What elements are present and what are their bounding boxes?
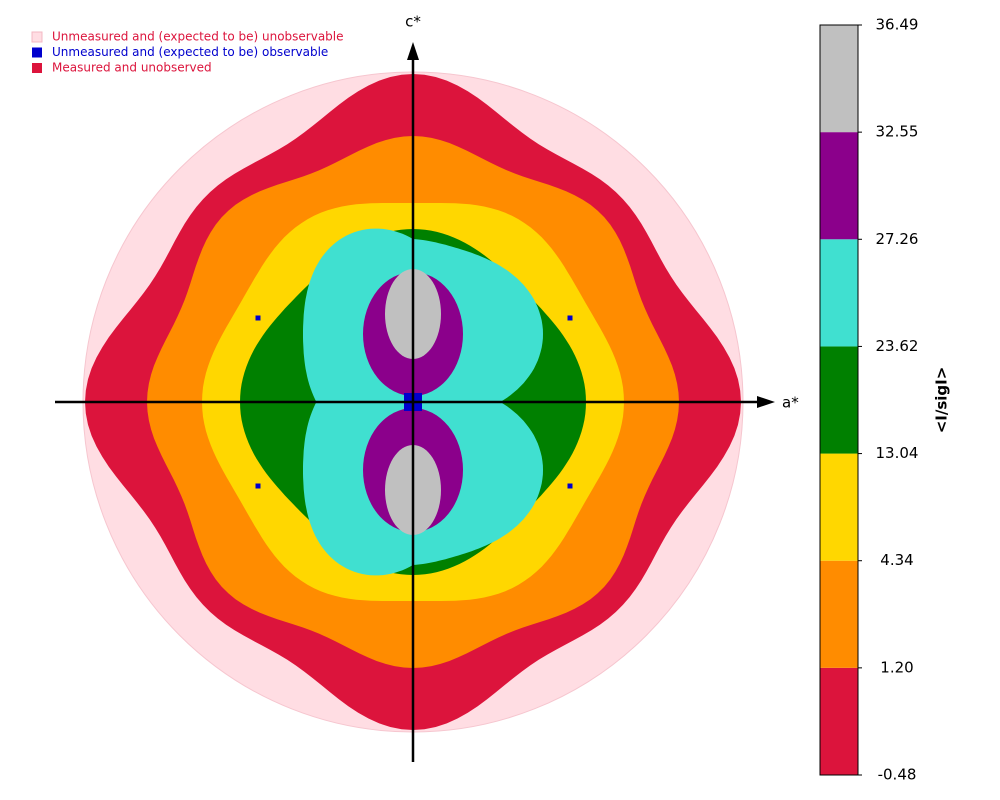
colorbar-band	[820, 453, 858, 561]
legend-swatch	[31, 31, 43, 43]
colorbar-tick-label: 4.34	[880, 551, 913, 569]
colorbar: -0.48 1.20 4.34 13.04 23.62 27.26 32.55 36.49	[819, 16, 919, 784]
legend-label: Unmeasured and (expected to be) unobserv…	[52, 30, 344, 44]
colorbar-tick-label: -0.48	[878, 766, 917, 784]
colorbar-label: <I/sigI>	[933, 367, 951, 434]
colorbar-tick-label: 32.55	[876, 123, 919, 141]
colorbar-band	[820, 25, 858, 133]
colorbar-band	[820, 239, 858, 347]
legend: Unmeasured and (expected to be) unobserv…	[31, 30, 344, 75]
colorbar-tick-label: 27.26	[876, 230, 919, 248]
legend-swatch	[32, 47, 42, 58]
c-axis-arrow	[407, 42, 419, 60]
colorbar-band	[820, 667, 858, 775]
observable-point	[255, 483, 261, 489]
y-axis-label: c*	[405, 13, 421, 31]
observable-point	[567, 483, 573, 489]
observable-point	[567, 315, 573, 321]
colorbar-tick-label: 13.04	[876, 444, 919, 462]
colorbar-tick-label: 1.20	[880, 658, 913, 676]
a-axis-arrow	[757, 396, 775, 408]
colorbar-frame	[819, 24, 859, 776]
colorbar-tick-label: 23.62	[876, 337, 919, 355]
colorbar-band	[820, 346, 858, 454]
legend-swatch	[32, 63, 42, 73]
colorbar-band	[820, 132, 858, 240]
colorbar-tick-label: 36.49	[876, 16, 919, 34]
observable-point	[255, 315, 261, 321]
legend-label: Measured and unobserved	[52, 61, 212, 75]
colorbar-band	[820, 560, 858, 668]
axes: a* c*	[55, 13, 799, 762]
legend-label: Unmeasured and (expected to be) observab…	[52, 45, 328, 59]
x-axis-label: a*	[782, 394, 799, 412]
